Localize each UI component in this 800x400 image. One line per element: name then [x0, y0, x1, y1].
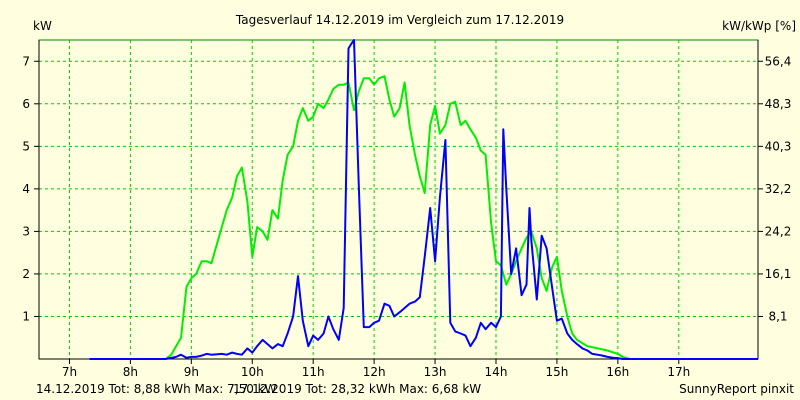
x-tick-label: 9h	[184, 365, 199, 379]
y-tick-label-right: 48,3	[765, 97, 792, 111]
y-tick-label-left: 6	[22, 97, 30, 111]
y-tick-label-left: 1	[22, 309, 30, 323]
grid-layer	[39, 40, 758, 359]
x-tick-label: 16h	[606, 365, 629, 379]
left-axis-unit: kW	[33, 19, 52, 33]
brand-label: SunnyReport pinxit	[679, 382, 794, 396]
y-tick-label-left: 2	[22, 267, 30, 281]
y-tick-label-right: 8,1	[768, 309, 787, 323]
series-layer	[89, 39, 758, 360]
y-tick-label-right: 16,1	[765, 267, 792, 281]
x-tick-label: 7h	[62, 365, 77, 379]
right-axis-unit: kW/kWp [%]	[722, 19, 796, 33]
y-tick-label-left: 7	[22, 54, 30, 68]
y-tick-label-right: 40,3	[765, 139, 792, 153]
y-tick-label-right: 32,2	[765, 182, 792, 196]
chart-title: Tagesverlauf 14.12.2019 im Vergleich zum…	[235, 13, 564, 27]
x-tick-label: 14h	[485, 365, 508, 379]
series-line-1	[89, 39, 758, 360]
series-line-2	[89, 75, 758, 360]
x-tick-label: 13h	[424, 365, 447, 379]
x-tick-label: 10h	[241, 365, 264, 379]
plot-area	[38, 39, 759, 360]
y-tick-label-left: 3	[22, 224, 30, 238]
x-tick-label: 12h	[363, 365, 386, 379]
series1-summary: 14.12.2019 Tot: 8,88 kWh Max: 7,50 kW	[36, 382, 277, 396]
x-tick-label: 11h	[302, 365, 325, 379]
x-tick-label: 8h	[123, 365, 138, 379]
series2-summary: 17.12.2019 Tot: 28,32 kWh Max: 6,68 kW	[233, 382, 481, 396]
y-tick-label-left: 4	[22, 182, 30, 196]
y-tick-label-right: 56,4	[765, 54, 792, 68]
y-tick-label-left: 5	[22, 139, 30, 153]
x-tick-label: 15h	[545, 365, 568, 379]
x-tick-label: 17h	[667, 365, 690, 379]
y-tick-label-right: 24,2	[765, 224, 792, 238]
